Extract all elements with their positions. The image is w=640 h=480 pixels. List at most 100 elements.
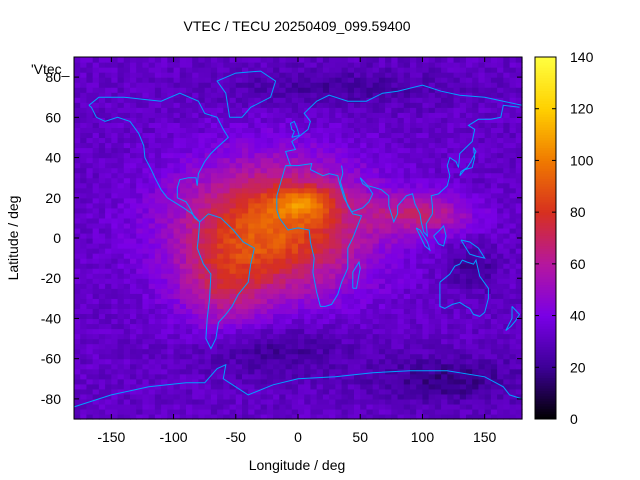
heatmap-cell <box>198 132 206 139</box>
heatmap-cell <box>447 107 455 113</box>
heatmap-cell <box>111 57 119 63</box>
heatmap-cell <box>142 353 150 360</box>
heatmap-cell <box>123 298 131 304</box>
heatmap-cell <box>291 378 299 385</box>
heatmap-cell <box>298 87 305 93</box>
heatmap-cell <box>279 298 287 304</box>
heatmap-cell <box>335 383 343 390</box>
heatmap-cell <box>453 393 461 400</box>
heatmap-cell <box>422 62 430 68</box>
heatmap-cell <box>179 137 187 144</box>
heatmap-cell <box>416 278 424 284</box>
heatmap-cell <box>130 187 137 194</box>
heatmap-cell <box>428 222 436 229</box>
heatmap-cell <box>298 232 305 239</box>
heatmap-cell <box>391 167 399 174</box>
heatmap-cell <box>86 368 94 375</box>
heatmap-cell <box>173 152 181 159</box>
heatmap-cell <box>154 87 162 93</box>
heatmap-cell <box>80 87 88 93</box>
heatmap-cell <box>217 393 224 400</box>
heatmap-cell <box>335 388 343 395</box>
heatmap-cell <box>422 403 430 410</box>
heatmap-cell <box>279 403 287 410</box>
heatmap-cell <box>441 283 448 289</box>
heatmap-cell <box>80 77 88 83</box>
heatmap-cell <box>385 142 392 149</box>
heatmap-cell <box>397 57 405 63</box>
heatmap-cell <box>360 343 368 350</box>
heatmap-cell <box>242 408 249 415</box>
heatmap-cell <box>459 338 467 345</box>
heatmap-cell <box>428 182 436 189</box>
heatmap-cell <box>490 383 498 390</box>
heatmap-cell <box>403 212 411 219</box>
heatmap-cell <box>229 117 237 123</box>
heatmap-cell <box>242 97 249 103</box>
heatmap-cell <box>490 273 498 279</box>
heatmap-cell <box>248 243 256 249</box>
heatmap-cell <box>428 278 436 284</box>
heatmap-cell <box>217 348 224 355</box>
heatmap-cell <box>410 313 417 320</box>
heatmap-cell <box>235 77 243 83</box>
heatmap-cell <box>92 413 100 420</box>
heatmap-cell <box>198 82 206 88</box>
heatmap-cell <box>123 157 131 164</box>
heatmap-cell <box>378 207 386 214</box>
heatmap-cell <box>335 408 343 415</box>
heatmap-cell <box>198 192 206 199</box>
heatmap-cell <box>322 408 330 415</box>
heatmap-cell <box>273 167 280 174</box>
heatmap-cell <box>279 207 287 214</box>
heatmap-cell <box>497 313 504 320</box>
heatmap-cell <box>254 333 262 340</box>
heatmap-cell <box>416 197 424 204</box>
heatmap-cell <box>92 358 100 365</box>
heatmap-cell <box>136 82 144 88</box>
heatmap-cell <box>372 187 380 194</box>
heatmap-cell <box>192 408 200 415</box>
heatmap-cell <box>105 273 112 279</box>
heatmap-cell <box>111 268 119 274</box>
heatmap-cell <box>204 112 212 118</box>
heatmap-cell <box>298 112 305 118</box>
heatmap-cell <box>453 157 461 164</box>
heatmap-cell <box>248 62 256 68</box>
heatmap-cell <box>204 283 212 289</box>
heatmap-cell <box>372 177 380 184</box>
heatmap-cell <box>210 288 218 294</box>
heatmap-cell <box>466 192 473 199</box>
heatmap-cell <box>378 102 386 108</box>
heatmap-cell <box>391 222 399 229</box>
heatmap-cell <box>459 283 467 289</box>
heatmap-cell <box>223 253 231 259</box>
heatmap-cell <box>173 283 181 289</box>
heatmap-cell <box>192 147 200 154</box>
heatmap-cell <box>235 303 243 309</box>
heatmap-cell <box>428 67 436 73</box>
heatmap-cell <box>167 258 175 264</box>
heatmap-cell <box>223 222 231 229</box>
heatmap-cell <box>453 408 461 415</box>
heatmap-cell <box>248 383 256 390</box>
heatmap-cell <box>161 378 168 385</box>
heatmap-cell <box>291 67 299 73</box>
heatmap-cell <box>130 177 137 184</box>
heatmap-cell <box>428 408 436 415</box>
heatmap-cell <box>92 177 100 184</box>
heatmap-cell <box>92 62 100 68</box>
heatmap-cell <box>266 82 274 88</box>
heatmap-cell <box>161 207 168 214</box>
heatmap-cell <box>136 303 144 309</box>
heatmap-cell <box>242 57 249 63</box>
heatmap-cell <box>341 313 349 320</box>
heatmap-cell <box>123 202 131 209</box>
heatmap-cell <box>360 388 368 395</box>
heatmap-cell <box>74 77 81 83</box>
heatmap-cell <box>148 222 156 229</box>
heatmap-cell <box>105 263 112 269</box>
heatmap-cell <box>111 363 119 370</box>
heatmap-cell <box>92 323 100 330</box>
heatmap-cell <box>341 253 349 259</box>
